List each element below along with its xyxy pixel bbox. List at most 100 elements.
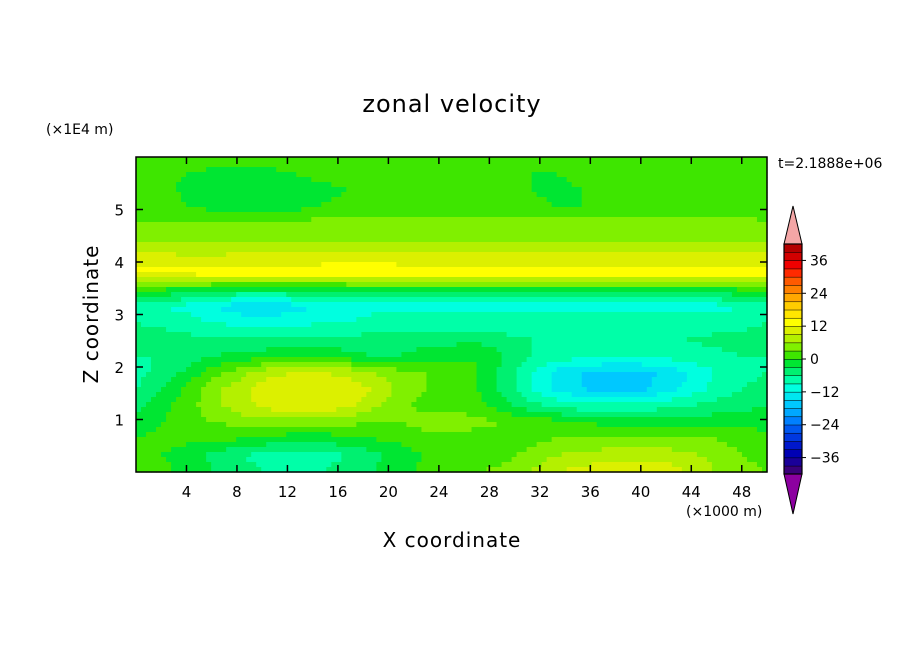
- contour-cell: [571, 307, 578, 313]
- contour-cell: [396, 287, 403, 293]
- contour-cell: [416, 267, 423, 273]
- contour-cell: [441, 217, 448, 223]
- contour-cell: [566, 342, 573, 348]
- contour-cell: [146, 262, 152, 268]
- contour-cell: [336, 242, 342, 248]
- contour-cell: [166, 332, 172, 338]
- contour-cell: [541, 242, 548, 248]
- contour-cell: [216, 327, 222, 333]
- contour-cell: [321, 277, 327, 283]
- contour-cell: [511, 347, 518, 353]
- contour-cell: [401, 302, 408, 308]
- contour-cell: [256, 322, 262, 328]
- contour-cell: [631, 327, 638, 333]
- contour-cell: [651, 207, 658, 213]
- contour-cell: [186, 237, 192, 243]
- contour-cell: [261, 262, 267, 268]
- contour-cell: [671, 192, 678, 198]
- time-label: t=2.1888e+06: [778, 156, 882, 172]
- contour-cell: [201, 327, 207, 333]
- contour-cell: [726, 177, 733, 183]
- contour-cell: [556, 217, 563, 223]
- contour-cell: [571, 192, 578, 198]
- contour-cell: [756, 302, 763, 308]
- contour-cell: [221, 237, 227, 243]
- contour-cell: [336, 277, 342, 283]
- contour-cell: [226, 227, 232, 233]
- contour-cell: [141, 202, 147, 208]
- contour-cell: [671, 237, 678, 243]
- contour-cell: [481, 187, 488, 193]
- contour-cell: [646, 292, 653, 298]
- contour-cell: [671, 262, 678, 268]
- contour-cell: [591, 242, 598, 248]
- contour-cell: [641, 172, 648, 178]
- contour-cell: [621, 257, 628, 263]
- contour-cell: [181, 252, 187, 258]
- contour-cell: [176, 352, 182, 358]
- contour-cell: [296, 277, 302, 283]
- contour-cell: [226, 192, 232, 198]
- contour-cell: [381, 217, 387, 223]
- contour-cell: [216, 197, 222, 203]
- contour-cell: [751, 172, 758, 178]
- contour-cell: [616, 202, 623, 208]
- contour-cell: [386, 162, 393, 168]
- contour-cell: [501, 337, 508, 343]
- contour-cell: [436, 302, 443, 308]
- contour-cell: [306, 317, 312, 323]
- contour-cell: [151, 197, 157, 203]
- contour-cell: [571, 222, 578, 228]
- contour-cell: [136, 222, 142, 228]
- contour-cell: [346, 322, 352, 328]
- contour-cell: [696, 192, 703, 198]
- contour-cell: [636, 252, 643, 258]
- contour-cell: [706, 292, 713, 298]
- contour-cell: [436, 202, 443, 208]
- contour-cell: [481, 237, 488, 243]
- contour-cell: [606, 187, 613, 193]
- contour-cell: [471, 212, 478, 218]
- contour-cell: [346, 217, 352, 223]
- contour-cell: [546, 222, 553, 228]
- contour-cell: [711, 182, 718, 188]
- contour-cell: [601, 277, 608, 283]
- contour-cell: [181, 242, 187, 248]
- contour-cell: [231, 342, 237, 348]
- contour-cell: [666, 317, 673, 323]
- contour-cell: [526, 212, 533, 218]
- contour-cell: [211, 207, 217, 213]
- contour-cell: [211, 297, 217, 303]
- contour-cell: [516, 277, 523, 283]
- contour-cell: [136, 302, 142, 308]
- contour-cell: [746, 242, 753, 248]
- contour-cell: [211, 277, 217, 283]
- contour-cell: [246, 162, 252, 168]
- contour-cell: [586, 317, 593, 323]
- contour-cell: [341, 187, 347, 193]
- contour-cell: [431, 342, 438, 348]
- contour-cell: [391, 277, 398, 283]
- contour-cell: [401, 352, 408, 358]
- contour-cell: [181, 312, 187, 318]
- contour-cell: [611, 182, 618, 188]
- contour-cell: [491, 297, 498, 303]
- contour-cell: [706, 157, 713, 163]
- contour-cell: [691, 272, 698, 278]
- contour-cell: [351, 347, 357, 353]
- contour-cell: [136, 282, 142, 288]
- contour-cell: [401, 162, 408, 168]
- contour-cell: [526, 162, 533, 168]
- contour-cell: [421, 237, 428, 243]
- contour-cell: [521, 242, 528, 248]
- contour-cell: [411, 177, 418, 183]
- contour-cell: [521, 292, 528, 298]
- contour-cell: [476, 297, 483, 303]
- contour-cell: [331, 192, 337, 198]
- contour-cell: [236, 272, 242, 278]
- contour-cell: [276, 242, 282, 248]
- contour-cell: [641, 312, 648, 318]
- contour-cell: [266, 347, 272, 353]
- contour-cell: [226, 352, 232, 358]
- contour-cell: [271, 347, 277, 353]
